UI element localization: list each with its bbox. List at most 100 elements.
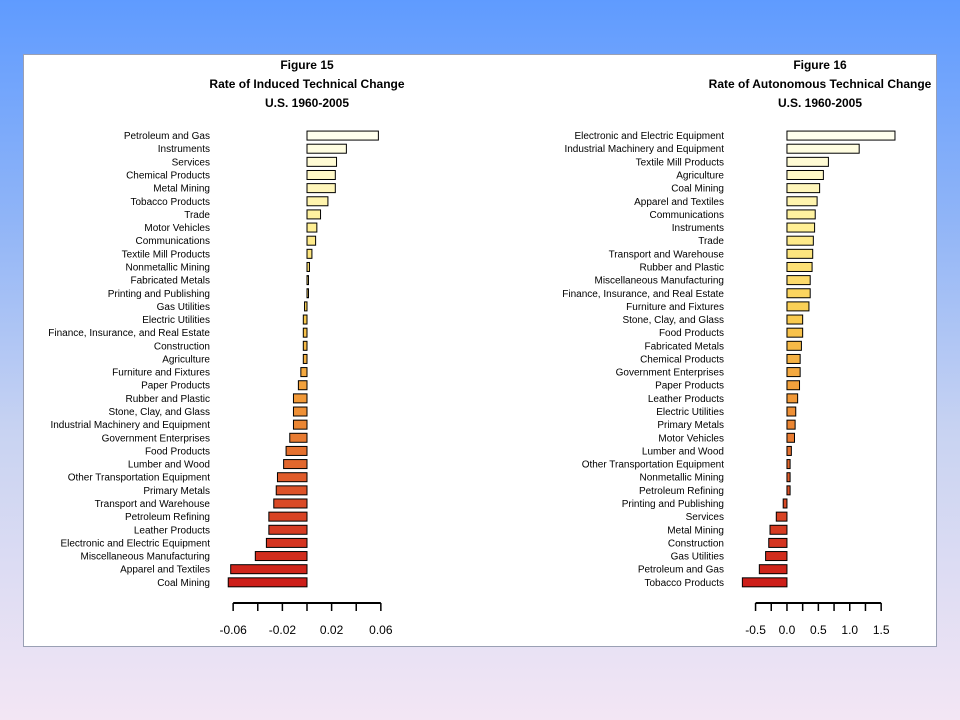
fig15-category-label: Instruments: [158, 144, 210, 155]
fig15-bar: [292, 419, 308, 430]
fig16-bar: [786, 380, 801, 391]
fig16-bar: [786, 314, 804, 325]
fig16-bar: [786, 156, 829, 167]
fig16-category-label: Instruments: [672, 223, 724, 234]
fig16-category-label: Motor Vehicles: [658, 433, 724, 444]
fig15-bar: [254, 551, 308, 562]
fig16-bar: [741, 577, 788, 588]
fig15-bar: [306, 222, 318, 233]
fig15-category-label: Finance, Insurance, and Real Estate: [48, 328, 210, 339]
fig15-category-label: Food Products: [145, 446, 210, 457]
fig16-category-label: Services: [686, 512, 724, 523]
fig15-bar: [306, 143, 347, 154]
fig15-category-label: Furniture and Fixtures: [112, 368, 210, 379]
fig16-category-label: Stone, Clay, and Glass: [622, 315, 724, 326]
fig16-category-label: Fabricated Metals: [645, 341, 724, 352]
fig15-category-label: Primary Metals: [143, 486, 210, 497]
fig16-category-label: Electronic and Electric Equipment: [574, 131, 724, 142]
fig16-bar: [786, 196, 818, 207]
fig16-bar: [786, 301, 810, 312]
figure-15-chart: Figure 15 Rate of Induced Technical Chang…: [48, 58, 931, 637]
fig16-bar: [765, 551, 788, 562]
fig15-bar: [227, 577, 308, 588]
fig15-bar: [230, 564, 308, 575]
fig16-x-tick-label: 1.0: [841, 623, 858, 637]
fig15-category-label: Gas Utilities: [157, 302, 210, 313]
fig16-x-tick-label: 0.5: [810, 623, 827, 637]
fig15-bar: [300, 367, 308, 378]
fig15-category-label: Printing and Publishing: [108, 289, 210, 300]
fig16-bar: [786, 222, 816, 233]
fig15-bar: [292, 393, 308, 404]
fig16-category-label: Electric Utilities: [656, 407, 724, 418]
fig15-category-label: Coal Mining: [157, 578, 210, 589]
fig16-bar: [782, 498, 788, 509]
fig15-category-label: Services: [172, 157, 210, 168]
fig16-x-tick-label: -0.5: [745, 623, 766, 637]
figure-panel: Figure 15 Rate of Induced Technical Chang…: [23, 54, 937, 647]
fig16-bar: [786, 340, 802, 351]
fig16-bar: [786, 472, 791, 483]
fig16-category-label: Finance, Insurance, and Real Estate: [562, 289, 724, 300]
fig15-category-label: Fabricated Metals: [131, 276, 210, 287]
fig16-category-label: Metal Mining: [667, 525, 724, 536]
fig16-category-label: Paper Products: [655, 381, 724, 392]
fig15-bar: [268, 524, 308, 535]
fig15-bar: [268, 511, 308, 522]
fig16-category-label: Lumber and Wood: [642, 446, 724, 457]
fig16-bar: [786, 130, 896, 141]
fig15-bar: [306, 235, 317, 246]
fig15-bar: [306, 196, 329, 207]
fig15-category-label: Motor Vehicles: [144, 223, 210, 234]
fig16-bar: [786, 485, 791, 496]
fig15-bar: [273, 498, 308, 509]
fig15-category-label: Government Enterprises: [102, 433, 210, 444]
fig15-bar: [306, 169, 336, 180]
fig16-bar: [786, 143, 860, 154]
fig15-bar: [289, 432, 308, 443]
fig15-bar: [302, 340, 308, 351]
fig15-bar: [306, 156, 338, 167]
fig15-x-tick-label: 0.02: [320, 623, 344, 637]
fig16-category-label: Rubber and Plastic: [640, 262, 725, 273]
fig16-category-label: Apparel and Textiles: [634, 197, 724, 208]
fig15-x-tick-label: 0.06: [369, 623, 393, 637]
fig16-bar: [786, 209, 816, 220]
fig15-category-label: Paper Products: [141, 381, 210, 392]
fig16-bar: [786, 248, 814, 259]
fig16-bar: [786, 445, 792, 456]
fig15-category-label: Tobacco Products: [131, 197, 211, 208]
fig15-category-label: Petroleum and Gas: [124, 131, 210, 142]
fig15-bar: [265, 537, 308, 548]
fig15-bar: [283, 459, 308, 470]
fig16-bar: [786, 367, 801, 378]
fig16-bar: [786, 169, 824, 180]
fig16-bar: [786, 419, 796, 430]
fig15-bar: [306, 261, 310, 272]
fig15-bar: [306, 183, 336, 194]
fig16-bar: [786, 288, 811, 299]
fig16-bar: [786, 406, 797, 417]
fig16-bar: [769, 524, 788, 535]
fig15-category-label: Petroleum Refining: [125, 512, 210, 523]
fig16-category-label: Primary Metals: [657, 420, 724, 431]
fig16-category-label: Government Enterprises: [616, 368, 724, 379]
fig15-category-label: Miscellaneous Manufacturing: [80, 552, 210, 563]
fig15-category-label: Trade: [184, 210, 210, 221]
fig16-category-label: Leather Products: [648, 394, 724, 405]
fig15-bar: [292, 406, 308, 417]
fig15-category-label: Textile Mill Products: [122, 249, 210, 260]
fig15-subtitle: Rate of Induced Technical Change: [209, 77, 404, 91]
fig16-category-label: Food Products: [659, 328, 724, 339]
fig15-category-label: Transport and Warehouse: [95, 499, 211, 510]
fig15-category-label: Apparel and Textiles: [120, 565, 210, 576]
fig15-category-label: Electric Utilities: [142, 315, 210, 326]
fig15-category-label: Agriculture: [162, 354, 210, 365]
fig16-category-label: Other Transportation Equipment: [582, 460, 725, 471]
fig16-category-label: Coal Mining: [671, 184, 724, 195]
fig16-category-label: Gas Utilities: [671, 552, 724, 563]
fig16-period: U.S. 1960-2005: [778, 96, 862, 110]
fig15-x-tick-label: -0.06: [219, 623, 247, 637]
fig15-bar: [285, 445, 308, 456]
fig16-category-label: Construction: [668, 538, 724, 549]
